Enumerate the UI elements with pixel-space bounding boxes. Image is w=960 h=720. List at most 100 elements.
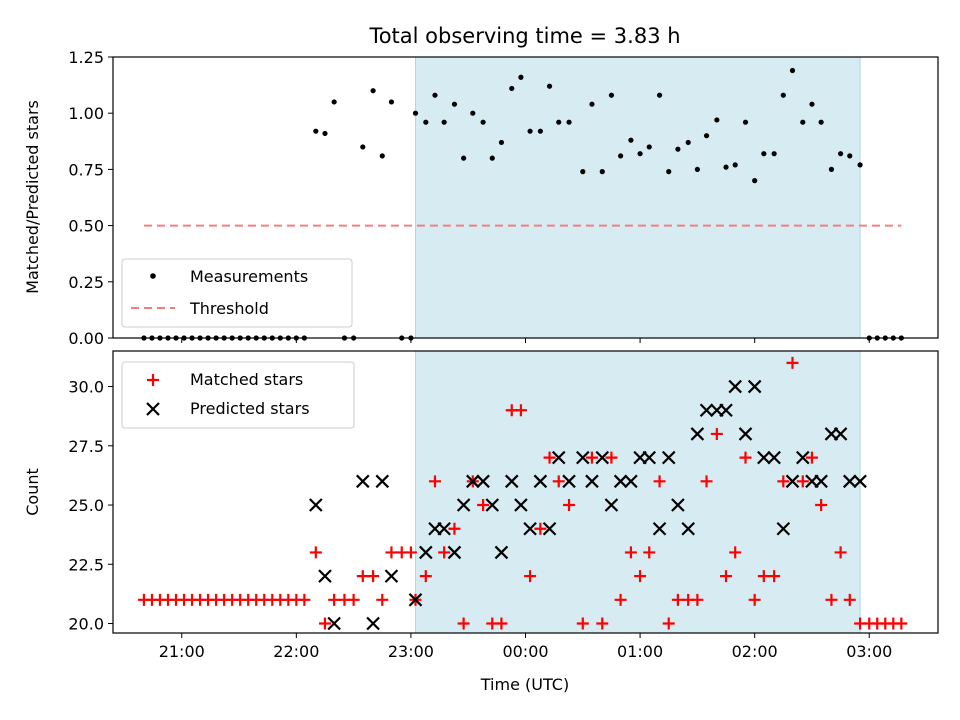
- predicted-stars-legend-marker: [146, 402, 160, 416]
- measurements-point: [703, 133, 710, 139]
- x-tick-label: 23:00: [388, 642, 434, 661]
- predicted-stars-point: [523, 521, 537, 536]
- top-y-tick-label: 0.25: [68, 273, 104, 292]
- predicted-stars-point: [456, 498, 471, 512]
- matched-stars-point: [739, 451, 752, 464]
- matched-stars-point: [729, 546, 742, 559]
- predicted-stars-point: [309, 498, 323, 512]
- measurements-point: [388, 99, 395, 105]
- predicted-stars-point: [318, 569, 332, 583]
- top-y-tick-label: 1.00: [68, 104, 104, 123]
- measurements-point: [618, 153, 624, 159]
- matched-stars-point: [543, 451, 556, 464]
- matched-stars-legend-marker: [147, 374, 159, 386]
- predicted-stars-point: [533, 474, 548, 489]
- predicted-stars-point: [562, 474, 576, 489]
- predicted-stars-point: [542, 521, 557, 536]
- matched-stars-point: [748, 593, 761, 606]
- matched-stars-point: [376, 593, 389, 606]
- matched-stars-point: [347, 593, 360, 606]
- predicted-stars-point: [613, 474, 628, 489]
- measurements-point: [432, 92, 438, 98]
- measurements-point: [566, 119, 572, 125]
- predicted-stars-point: [624, 474, 638, 489]
- measurements-point: [838, 151, 844, 157]
- measurements-point: [518, 74, 524, 80]
- predicted-stars-point: [585, 474, 599, 489]
- bottom-legend-box: [121, 361, 355, 429]
- matched-stars-point: [585, 451, 598, 464]
- measurements-point: [666, 169, 672, 175]
- matched-stars-point: [309, 546, 322, 559]
- measurements-point: [800, 119, 806, 125]
- predicted-stars-point: [366, 616, 380, 631]
- predicted-stars-point: [699, 403, 714, 418]
- x-axis-label: Time (UTC): [480, 675, 569, 694]
- x-tick-label: 22:00: [273, 642, 319, 661]
- predicted-stars-point: [576, 450, 590, 465]
- measurements-point: [322, 130, 328, 137]
- matched-stars-point: [495, 617, 508, 630]
- top-y-tick-label: 1.25: [68, 48, 104, 67]
- x-tick-label: 02:00: [732, 642, 778, 661]
- measurements-point: [608, 92, 615, 98]
- predicted-stars-point: [447, 545, 462, 560]
- measurements-point: [441, 119, 447, 125]
- matched-stars-point: [843, 593, 856, 606]
- matched-stars-point: [428, 475, 441, 488]
- matched-stars-point: [448, 522, 461, 535]
- bottom-y-tick-label: 30.0: [68, 378, 104, 397]
- matched-stars-point: [367, 570, 380, 583]
- measurements-point: [527, 128, 533, 134]
- predicted-stars-point: [661, 450, 676, 465]
- measurements-point: [412, 110, 419, 116]
- top-y-tick-label: 0.50: [68, 217, 104, 236]
- measurements-point: [313, 128, 319, 134]
- measurements-point: [556, 119, 562, 125]
- bottom-legend: Matched stars Predicted stars: [121, 361, 355, 429]
- measurements-point: [780, 92, 786, 98]
- x-tick-label: 03:00: [846, 642, 892, 661]
- measurements-point: [360, 144, 366, 150]
- measurements-point: [546, 83, 553, 89]
- predicted-stars-point: [604, 498, 619, 512]
- matched-stars-point: [534, 522, 547, 535]
- measurements-point: [694, 166, 700, 172]
- threshold-legend-label: Threshold: [189, 299, 269, 318]
- matched-stars-point: [596, 617, 609, 630]
- measurements-point: [461, 155, 467, 161]
- predicted-stars-legend-label: Predicted stars: [190, 399, 310, 418]
- predicted-stars-point: [551, 450, 566, 465]
- matched-stars-point: [710, 427, 723, 440]
- measurements-point: [489, 155, 495, 161]
- predicted-stars-point: [785, 474, 800, 489]
- measurements-point: [646, 144, 652, 150]
- matched-stars-point: [385, 546, 398, 559]
- matched-stars-point: [805, 451, 818, 464]
- predicted-stars-point: [327, 616, 341, 631]
- predicted-stars-point: [757, 450, 771, 465]
- measurements-point: [537, 128, 543, 134]
- matched-stars-point: [815, 499, 828, 512]
- bottom-panel: 20.0 22.5 25.0 27.5 30.0 21:00 22:00 23:00 00:0…: [23, 350, 939, 694]
- top-legend: Measurements Threshold: [121, 258, 353, 328]
- predicted-stars-point: [853, 474, 867, 489]
- matched-stars-point: [605, 451, 618, 464]
- predicted-stars-point: [652, 521, 667, 536]
- matched-stars-point: [457, 617, 470, 630]
- matched-stars-point: [671, 593, 684, 606]
- predicted-stars-point: [504, 474, 519, 489]
- matched-stars-point: [298, 593, 311, 606]
- measurements-legend-marker: [150, 273, 156, 279]
- predicted-stars-point: [437, 521, 451, 536]
- matched-stars-point: [552, 475, 565, 488]
- measurements-point: [771, 151, 777, 157]
- measurements-point: [732, 162, 738, 168]
- measurements-point: [637, 151, 643, 157]
- matched-stars-point: [419, 570, 432, 583]
- matched-stars-point: [524, 570, 537, 583]
- predicted-stars-point: [642, 450, 657, 465]
- x-tick-label: 21:00: [159, 642, 205, 661]
- top-y-tick-label: 0.00: [68, 329, 104, 348]
